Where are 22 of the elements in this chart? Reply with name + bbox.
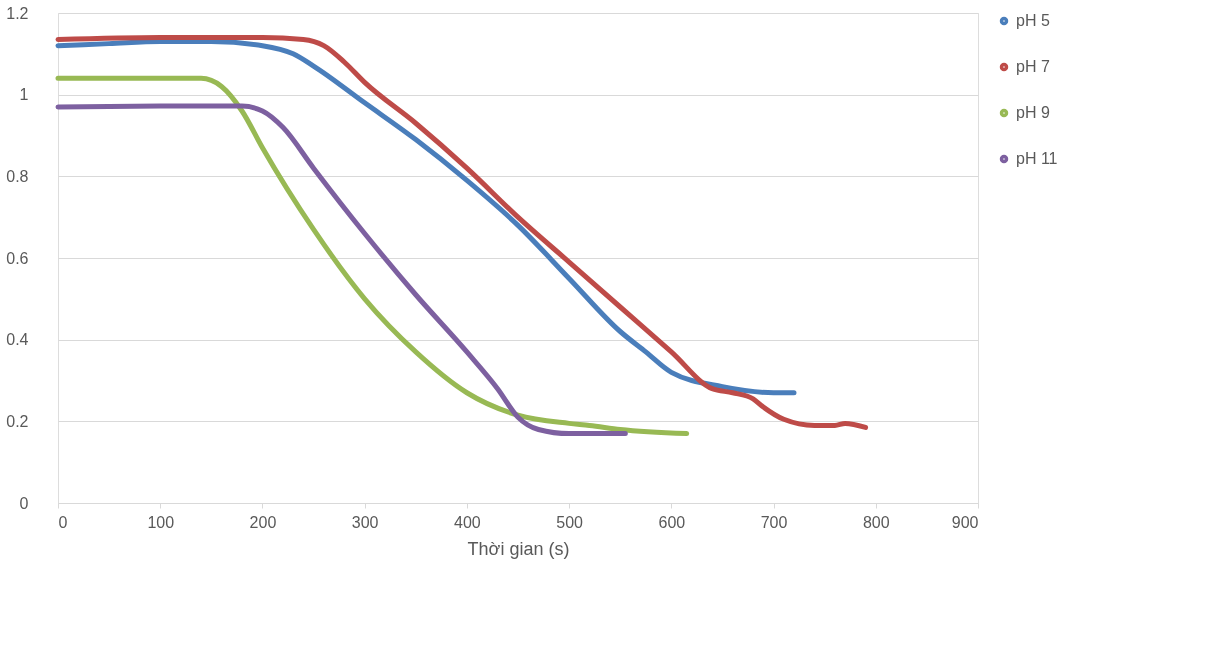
x-tick-label: 300 <box>351 513 379 531</box>
y-tick-label: 0 <box>19 494 29 512</box>
x-axis-title: Thời gian (s) <box>467 538 570 559</box>
x-tick-label: 900 <box>951 513 979 531</box>
x-tick-label: 500 <box>556 513 584 531</box>
legend-label: pH 11 <box>1016 150 1058 167</box>
y-tick-label: 1 <box>19 86 29 104</box>
x-tick-label: 200 <box>249 513 277 531</box>
x-tick-label: 600 <box>658 513 686 531</box>
legend-label: pH 5 <box>1016 12 1050 29</box>
x-tick-label: 100 <box>147 513 175 531</box>
y-tick-label: 0.4 <box>6 331 29 349</box>
y-tick-label: 0.8 <box>6 167 29 185</box>
x-tick-label: 700 <box>760 513 788 531</box>
y-tick-label: 1.2 <box>6 4 29 22</box>
y-tick-label: 0.6 <box>6 249 29 267</box>
x-tick-label: 0 <box>58 513 68 531</box>
y-tick-label: 0.2 <box>6 412 29 430</box>
legend-label: pH 9 <box>1016 104 1050 121</box>
legend-label: pH 7 <box>1016 58 1050 75</box>
x-tick-label: 800 <box>862 513 890 531</box>
x-tick-label: 400 <box>454 513 481 531</box>
